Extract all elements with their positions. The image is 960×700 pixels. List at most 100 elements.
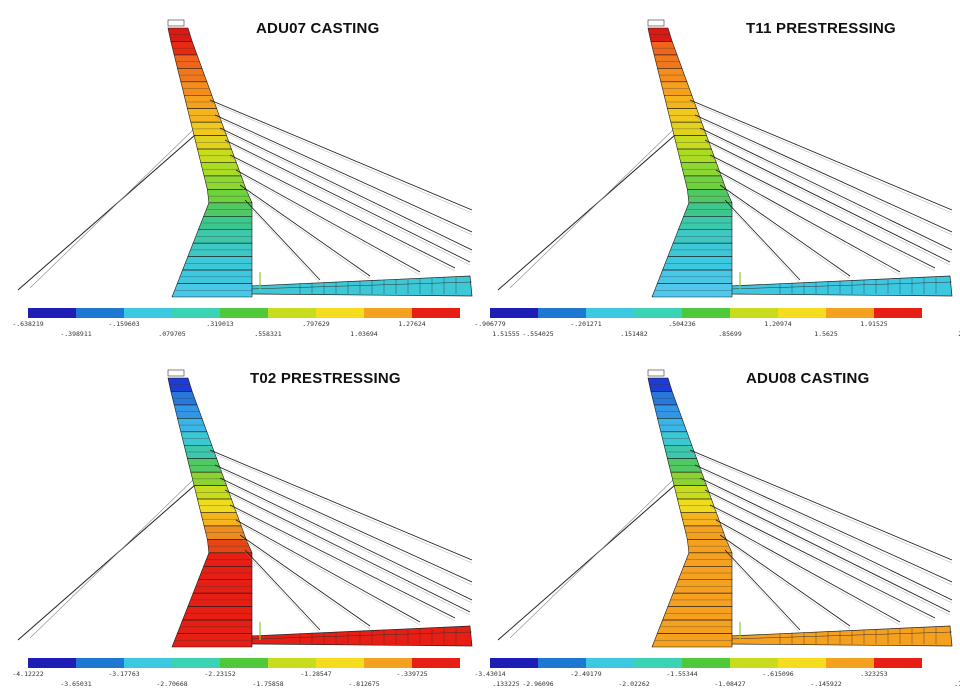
legend-swatch [490,308,538,318]
backstay-cable [29,477,196,639]
bridge-model [497,369,953,648]
legend-swatch [682,658,730,668]
stay-cable [209,101,473,214]
legend-value: -2.96096 [522,680,554,688]
legend-value: 1.27624 [398,320,426,328]
stay-cable [244,201,321,284]
legend-bar [28,308,460,318]
stay-cable [229,504,456,619]
legend-bar [28,658,460,668]
legend-swatch [412,658,460,668]
legend-swatch [730,658,778,668]
tower-top-marker [167,369,185,377]
legend-value: -.906779 [474,320,506,328]
legend-swatch [124,658,172,668]
deck [729,625,953,647]
legend-value: -2.02262 [618,680,650,688]
stay-cable [239,536,371,630]
legend-swatch [364,658,412,668]
stay-cable [235,171,421,276]
legend-value: -.339725 [396,670,428,678]
backstay-cable [29,127,196,289]
legend-value: .079705 [158,330,186,338]
color-legend: -.906779 -.201271 .504236 1.20974 1.91525 -.5… [474,308,960,346]
stay-cable [709,156,936,272]
legend-swatch [124,308,172,318]
stay-cable [224,141,471,266]
stay-cable [715,521,901,626]
legend-swatch [28,658,76,668]
legend-value: -.398911 [60,330,92,338]
legend-value: 1.5625 [814,330,838,338]
legend-swatch [412,308,460,318]
deck [249,275,473,297]
legend-swatch [220,658,268,668]
legend-swatch [634,658,682,668]
stay-cable [235,169,421,273]
legend-value: .85699 [718,330,742,338]
stay-cable [244,549,321,631]
stay-cable [689,451,953,564]
panel-title: ADU08 CASTING [746,370,870,387]
backstay-cable [509,127,676,289]
legend-value: -1.28547 [300,670,332,678]
legend-value: 1.91525 [860,320,888,328]
legend-bar [490,308,922,318]
stay-cable [719,536,851,630]
stay-cable [219,129,473,254]
stay-cable [689,449,953,561]
stay-cable [694,116,953,236]
legend-swatch [538,658,586,668]
stay-cable [709,506,936,622]
legend-swatch [268,658,316,668]
stress-panel: ADU07 CASTING -.638219 -.159603 .319013 .797… [0,0,520,350]
legend-swatch [778,658,826,668]
stay-cable [719,184,851,277]
stay-cable [704,141,951,266]
backstay-cable [17,134,196,291]
stay-cable [694,464,953,583]
legend-value: 1.20974 [764,320,792,328]
legend-swatch [586,308,634,318]
legend-swatch [826,308,874,318]
deck-line [249,631,473,640]
legend-swatch [682,308,730,318]
stay-cable [699,477,953,601]
legend-swatch [730,308,778,318]
legend-value: -3.43014 [474,670,506,678]
tower-top-marker [647,369,665,377]
legend-value: -2.70668 [156,680,188,688]
stay-cable [709,504,936,619]
legend-swatch [220,308,268,318]
bridge-model [17,19,473,298]
legend-swatch [586,658,634,668]
stay-cable [214,464,473,583]
stay-cable [224,139,471,263]
legend-value: -.812675 [348,680,380,688]
backstay-cable [509,477,676,639]
legend-swatch [28,308,76,318]
stay-cable [724,551,801,634]
backstay-cable [497,484,676,641]
stress-panel: ADU08 CASTING -3.43014 -2.49179 -1.55344 -.6… [474,350,960,700]
legend-value: -3.17763 [108,670,140,678]
legend-swatch [634,308,682,318]
stay-cable [724,199,801,281]
stay-cable [214,116,473,236]
stay-cable [715,169,901,273]
backstay-cable [497,134,676,291]
stay-cable [704,139,951,263]
stay-cable [229,154,456,269]
legend-swatch [538,308,586,318]
stay-cable [704,489,951,613]
legend-swatch [490,658,538,668]
legend-value: -.638219 [12,320,44,328]
legend-value: -2.23152 [204,670,236,678]
bridge-model [17,369,473,648]
panel-title: ADU07 CASTING [256,20,380,37]
legend-swatch [268,308,316,318]
legend-value: -1.75858 [252,680,284,688]
legend-value: .797629 [302,320,330,328]
stress-panel: T02 PRESTRESSING -4.12222 -3.17763 -2.23152… [0,350,520,700]
deck [729,275,953,297]
